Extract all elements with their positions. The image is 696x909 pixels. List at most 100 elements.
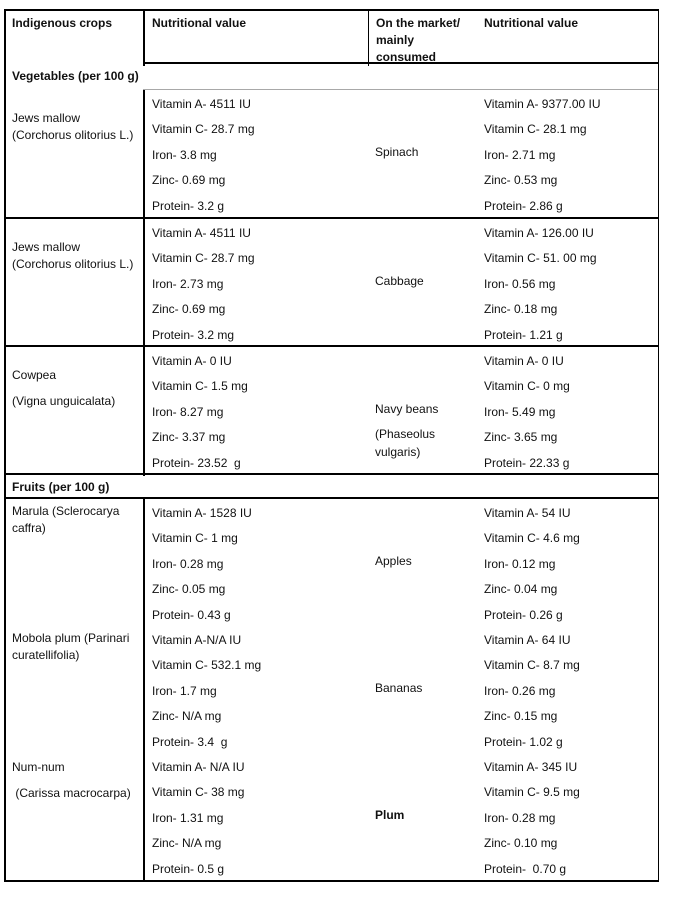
- nutrient-iron: Iron- 0.26 mg: [484, 683, 556, 698]
- nutrient-vitamin-a: Vitamin A- N/A IU: [152, 760, 245, 774]
- nutrient-iron: Iron- 0.28 mg: [484, 810, 556, 825]
- nutrient-protein: Protein- 0.26 g: [484, 607, 563, 622]
- crop-name-line: Mobola plum (Parinari curatellifolia): [12, 631, 130, 662]
- crop-name-cell: Jews mallow (Corchorus olitorius L.): [6, 90, 143, 219]
- header-on-the-market: On the market/ mainly consumed: [368, 11, 478, 66]
- crop-latin-name: (Carissa macrocarpa): [12, 786, 131, 800]
- market-crop-name: Apples: [375, 554, 412, 568]
- nutrient-iron: Iron- 0.56 mg: [484, 276, 556, 291]
- nutrient-protein: Protein- 1.02 g: [484, 734, 563, 749]
- nutrient-iron: Iron- 0.12 mg: [484, 556, 556, 571]
- market-crop-cell: Plum: [368, 753, 478, 882]
- market-crop-latin-name: (Phaseolus vulgaris): [375, 427, 436, 459]
- market-crop-cell: Bananas: [368, 626, 478, 755]
- market-crop-cell: Cabbage: [368, 219, 478, 348]
- nutrient-iron: Iron- 8.27 mg: [152, 404, 224, 419]
- nutrient-zinc: Zinc- 0.10 mg: [484, 836, 558, 851]
- crop-name-line: Num-num: [12, 760, 65, 774]
- nutrient-vitamin-c: Vitamin C- 0 mg: [484, 379, 570, 394]
- market-nutrients-cell: Vitamin A- 0 IU Vitamin C- 0 mg Iron- 5.…: [478, 347, 658, 476]
- crop-nutrients-cell: Vitamin A- 1528 IU Vitamin C- 1 mg Iron-…: [143, 499, 368, 629]
- crop-name-line: Jews mallow: [12, 111, 81, 125]
- section-header-fruits: Fruits (per 100 g): [6, 473, 658, 499]
- nutrient-protein: Protein- 0.70 g: [484, 861, 567, 876]
- nutrient-zinc: Zinc- N/A mg: [152, 709, 222, 724]
- market-crop-name: Cabbage: [375, 274, 424, 288]
- crop-nutrients-cell: Vitamin A- 4511 IU Vitamin C- 28.7 mg Ir…: [143, 90, 368, 220]
- nutrient-vitamin-c: Vitamin C- 38 mg: [152, 785, 245, 800]
- nutrient-zinc: Zinc- 3.37 mg: [152, 430, 226, 445]
- nutrient-protein: Protein- 2.86 g: [484, 198, 563, 213]
- header-row: Indigenous crops Nutritional value On th…: [6, 11, 658, 66]
- nutrient-vitamin-a: Vitamin A- 1528 IU: [152, 506, 252, 520]
- crop-latin-name: (Vigna unguicalata): [12, 394, 116, 408]
- table-row-num-num-plum: Num-num (Carissa macrocarpa) Vitamin A- …: [6, 753, 658, 883]
- nutrient-zinc: Zinc- 0.69 mg: [152, 302, 226, 317]
- table-row-cowpea-navy-beans: Cowpea (Vigna unguicalata) Vitamin A- 0 …: [6, 345, 658, 477]
- header-on-the-market-line1: On the market/: [376, 16, 461, 30]
- nutrient-protein: Protein- 3.2 mg: [152, 327, 235, 342]
- nutrient-zinc: Zinc- 0.04 mg: [484, 582, 558, 597]
- table-row-jews-mallow-spinach: Jews mallow (Corchorus olitorius L.) Vit…: [6, 90, 658, 220]
- nutrient-vitamin-c: Vitamin C- 28.7 mg: [152, 122, 255, 137]
- market-crop-name: Bananas: [375, 681, 423, 695]
- nutrient-protein: Protein- 3.2 g: [152, 198, 225, 213]
- nutrient-zinc: Zinc- 3.65 mg: [484, 430, 558, 445]
- market-nutrients-cell: Vitamin A- 54 IU Vitamin C- 4.6 mg Iron-…: [478, 499, 658, 628]
- nutrient-vitamin-a: Vitamin A-N/A IU: [152, 633, 242, 647]
- market-crop-name: Navy beans: [375, 402, 439, 416]
- market-nutrients-cell: Vitamin A- 9377.00 IU Vitamin C- 28.1 mg…: [478, 90, 658, 219]
- nutrient-iron: Iron- 1.7 mg: [152, 683, 217, 698]
- nutrient-vitamin-a: Vitamin A- 64 IU: [484, 633, 571, 647]
- market-crop-cell: Navy beans (Phaseolus vulgaris): [368, 347, 478, 476]
- nutrient-vitamin-c: Vitamin C- 1.5 mg: [152, 379, 248, 394]
- crop-nutrients-cell: Vitamin A- 4511 IU Vitamin C- 28.7 mg Ir…: [143, 219, 368, 349]
- nutrient-vitamin-a: Vitamin A- 126.00 IU: [484, 226, 594, 240]
- table-row-jews-mallow-cabbage: Jews mallow (Corchorus olitorius L.) Vit…: [6, 217, 658, 349]
- crop-latin-name: (Corchorus olitorius L.): [12, 128, 134, 142]
- crop-name-cell: Cowpea (Vigna unguicalata): [6, 347, 143, 476]
- market-crop-name: Plum: [375, 808, 405, 822]
- nutrient-vitamin-c: Vitamin C- 1 mg: [152, 531, 238, 546]
- nutrient-zinc: Zinc- N/A mg: [152, 836, 222, 851]
- nutrient-iron: Iron- 3.8 mg: [152, 147, 217, 162]
- nutrient-vitamin-a: Vitamin A- 0 IU: [484, 354, 564, 368]
- nutrient-iron: Iron- 2.71 mg: [484, 147, 556, 162]
- market-nutrients-cell: Vitamin A- 345 IU Vitamin C- 9.5 mg Iron…: [478, 753, 658, 882]
- market-nutrients-cell: Vitamin A- 126.00 IU Vitamin C- 51. 00 m…: [478, 219, 658, 348]
- nutrient-vitamin-c: Vitamin C- 532.1 mg: [152, 658, 262, 673]
- crop-name-line: Cowpea: [12, 368, 57, 382]
- nutrient-vitamin-c: Vitamin C- 28.7 mg: [152, 251, 255, 266]
- nutrient-iron: Iron- 0.28 mg: [152, 556, 224, 571]
- crop-latin-name: (Corchorus olitorius L.): [12, 257, 134, 271]
- nutrient-vitamin-a: Vitamin A- 0 IU: [152, 354, 232, 368]
- crop-nutrients-cell: Vitamin A-N/A IU Vitamin C- 532.1 mg Iro…: [143, 626, 368, 756]
- crop-name-cell: Mobola plum (Parinari curatellifolia): [6, 626, 143, 755]
- nutrient-iron: Iron- 2.73 mg: [152, 276, 224, 291]
- nutrient-vitamin-c: Vitamin C- 51. 00 mg: [484, 251, 597, 266]
- nutrient-zinc: Zinc- 0.05 mg: [152, 582, 226, 597]
- header-nutritional-value-right: Nutritional value: [484, 16, 579, 30]
- nutrient-protein: Protein- 3.4 g: [152, 734, 228, 749]
- crop-nutrients-cell: Vitamin A- N/A IU Vitamin C- 38 mg Iron-…: [143, 753, 368, 883]
- header-indigenous-crops: Indigenous crops: [12, 16, 113, 30]
- nutrient-protein: Protein- 22.33 g: [484, 455, 570, 470]
- nutrient-iron: Iron- 1.31 mg: [152, 810, 224, 825]
- table-row-mobola-plum-bananas: Mobola plum (Parinari curatellifolia) Vi…: [6, 626, 658, 756]
- nutrient-protein: Protein- 23.52 g: [152, 455, 241, 470]
- nutrient-vitamin-c: Vitamin C- 8.7 mg: [484, 658, 580, 673]
- market-nutrients-cell: Vitamin A- 64 IU Vitamin C- 8.7 mg Iron-…: [478, 626, 658, 755]
- nutrient-vitamin-a: Vitamin A- 4511 IU: [152, 97, 251, 111]
- nutrient-vitamin-a: Vitamin A- 345 IU: [484, 760, 578, 774]
- crop-nutrients-cell: Vitamin A- 0 IU Vitamin C- 1.5 mg Iron- …: [143, 347, 368, 477]
- nutrient-vitamin-a: Vitamin A- 9377.00 IU: [484, 97, 601, 111]
- header-on-the-market-line3: consumed: [376, 50, 437, 64]
- crop-name-cell: Marula (Sclerocarya caffra): [6, 499, 143, 628]
- nutrient-vitamin-c: Vitamin C- 9.5 mg: [484, 785, 580, 800]
- header-on-the-market-line2: mainly: [376, 33, 415, 47]
- crop-name-line: Jews mallow: [12, 240, 81, 254]
- nutrient-protein: Protein- 0.43 g: [152, 607, 231, 622]
- nutrient-protein: Protein- 1.21 g: [484, 327, 563, 342]
- nutrient-zinc: Zinc- 0.18 mg: [484, 302, 558, 317]
- nutrient-vitamin-a: Vitamin A- 4511 IU: [152, 226, 251, 240]
